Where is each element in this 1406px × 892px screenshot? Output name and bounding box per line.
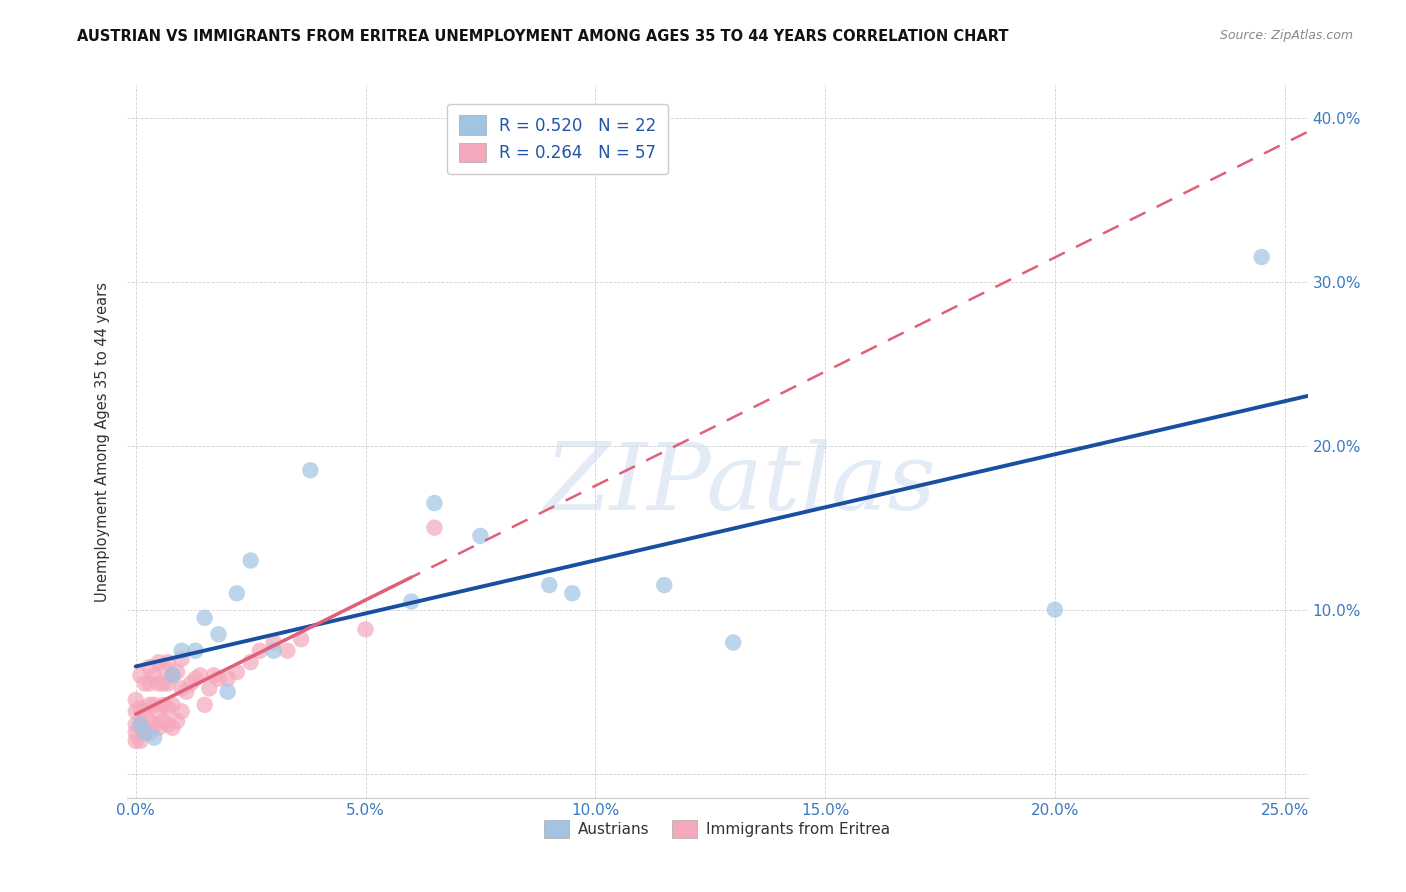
Point (134, 725, 156, 739)
Point (652, 578, 675, 592)
Point (125, 705, 148, 719)
Legend: Austrians, Immigrants from Eritrea: Austrians, Immigrants from Eritrea (538, 814, 896, 844)
Point (129, 701, 152, 715)
Point (156, 676, 179, 690)
Point (166, 665, 188, 679)
Point (249, 643, 271, 657)
Point (276, 643, 298, 657)
Point (162, 721, 184, 735)
Point (217, 684, 239, 698)
Point (170, 643, 193, 657)
Point (217, 672, 239, 686)
Point (148, 676, 170, 690)
Text: AUSTRIAN VS IMMIGRANTS FROM ERITREA UNEMPLOYMENT AMONG AGES 35 TO 44 YEARS CORRE: AUSTRIAN VS IMMIGRANTS FROM ERITREA UNEM… (77, 29, 1010, 44)
Point (143, 731, 166, 745)
Point (290, 632, 312, 647)
Point (225, 586, 247, 600)
Y-axis label: Unemployment Among Ages 35 to 44 years: Unemployment Among Ages 35 to 44 years (94, 282, 110, 601)
Point (148, 705, 170, 719)
Text: ZIPatlas: ZIPatlas (544, 440, 936, 529)
Point (143, 668, 166, 682)
Point (470, 529, 492, 543)
Point (263, 635, 285, 649)
Point (194, 698, 217, 712)
Point (423, 521, 446, 535)
Point (156, 701, 179, 715)
Point (1250, 250, 1272, 264)
Point (188, 668, 211, 682)
Point (721, 635, 744, 649)
Point (225, 665, 247, 679)
Point (423, 496, 446, 510)
Point (152, 660, 174, 674)
Point (143, 717, 166, 731)
Point (401, 594, 423, 608)
Point (125, 693, 148, 707)
Point (162, 668, 184, 682)
Point (239, 655, 262, 669)
Point (129, 717, 152, 731)
Point (134, 705, 156, 719)
Point (138, 676, 160, 690)
Point (129, 668, 152, 682)
Point (170, 681, 193, 696)
Point (125, 734, 148, 748)
Point (202, 668, 225, 682)
Point (170, 652, 193, 666)
Point (125, 717, 148, 731)
Point (170, 705, 193, 719)
Point (180, 676, 202, 690)
Point (184, 643, 207, 657)
Point (166, 714, 188, 729)
Point (143, 698, 166, 712)
Point (138, 660, 160, 674)
Point (138, 698, 160, 712)
Text: Source: ZipAtlas.com: Source: ZipAtlas.com (1219, 29, 1353, 42)
Point (134, 676, 156, 690)
Point (538, 578, 561, 592)
Point (156, 717, 179, 731)
Point (194, 611, 217, 625)
Point (125, 725, 148, 739)
Point (354, 623, 377, 637)
Point (207, 672, 229, 686)
Point (299, 463, 322, 477)
Point (134, 725, 156, 739)
Point (561, 586, 583, 600)
Point (129, 717, 152, 731)
Point (148, 721, 170, 735)
Point (198, 681, 221, 696)
Point (138, 725, 160, 739)
Point (152, 698, 174, 712)
Point (138, 714, 160, 729)
Point (148, 655, 170, 669)
Point (156, 655, 179, 669)
Point (162, 698, 184, 712)
Point (129, 734, 152, 748)
Point (152, 676, 174, 690)
Point (162, 668, 184, 682)
Point (207, 627, 229, 641)
Point (239, 553, 262, 567)
Point (152, 714, 174, 729)
Point (263, 643, 285, 657)
Point (184, 672, 207, 686)
Point (1043, 603, 1066, 617)
Point (174, 684, 197, 698)
